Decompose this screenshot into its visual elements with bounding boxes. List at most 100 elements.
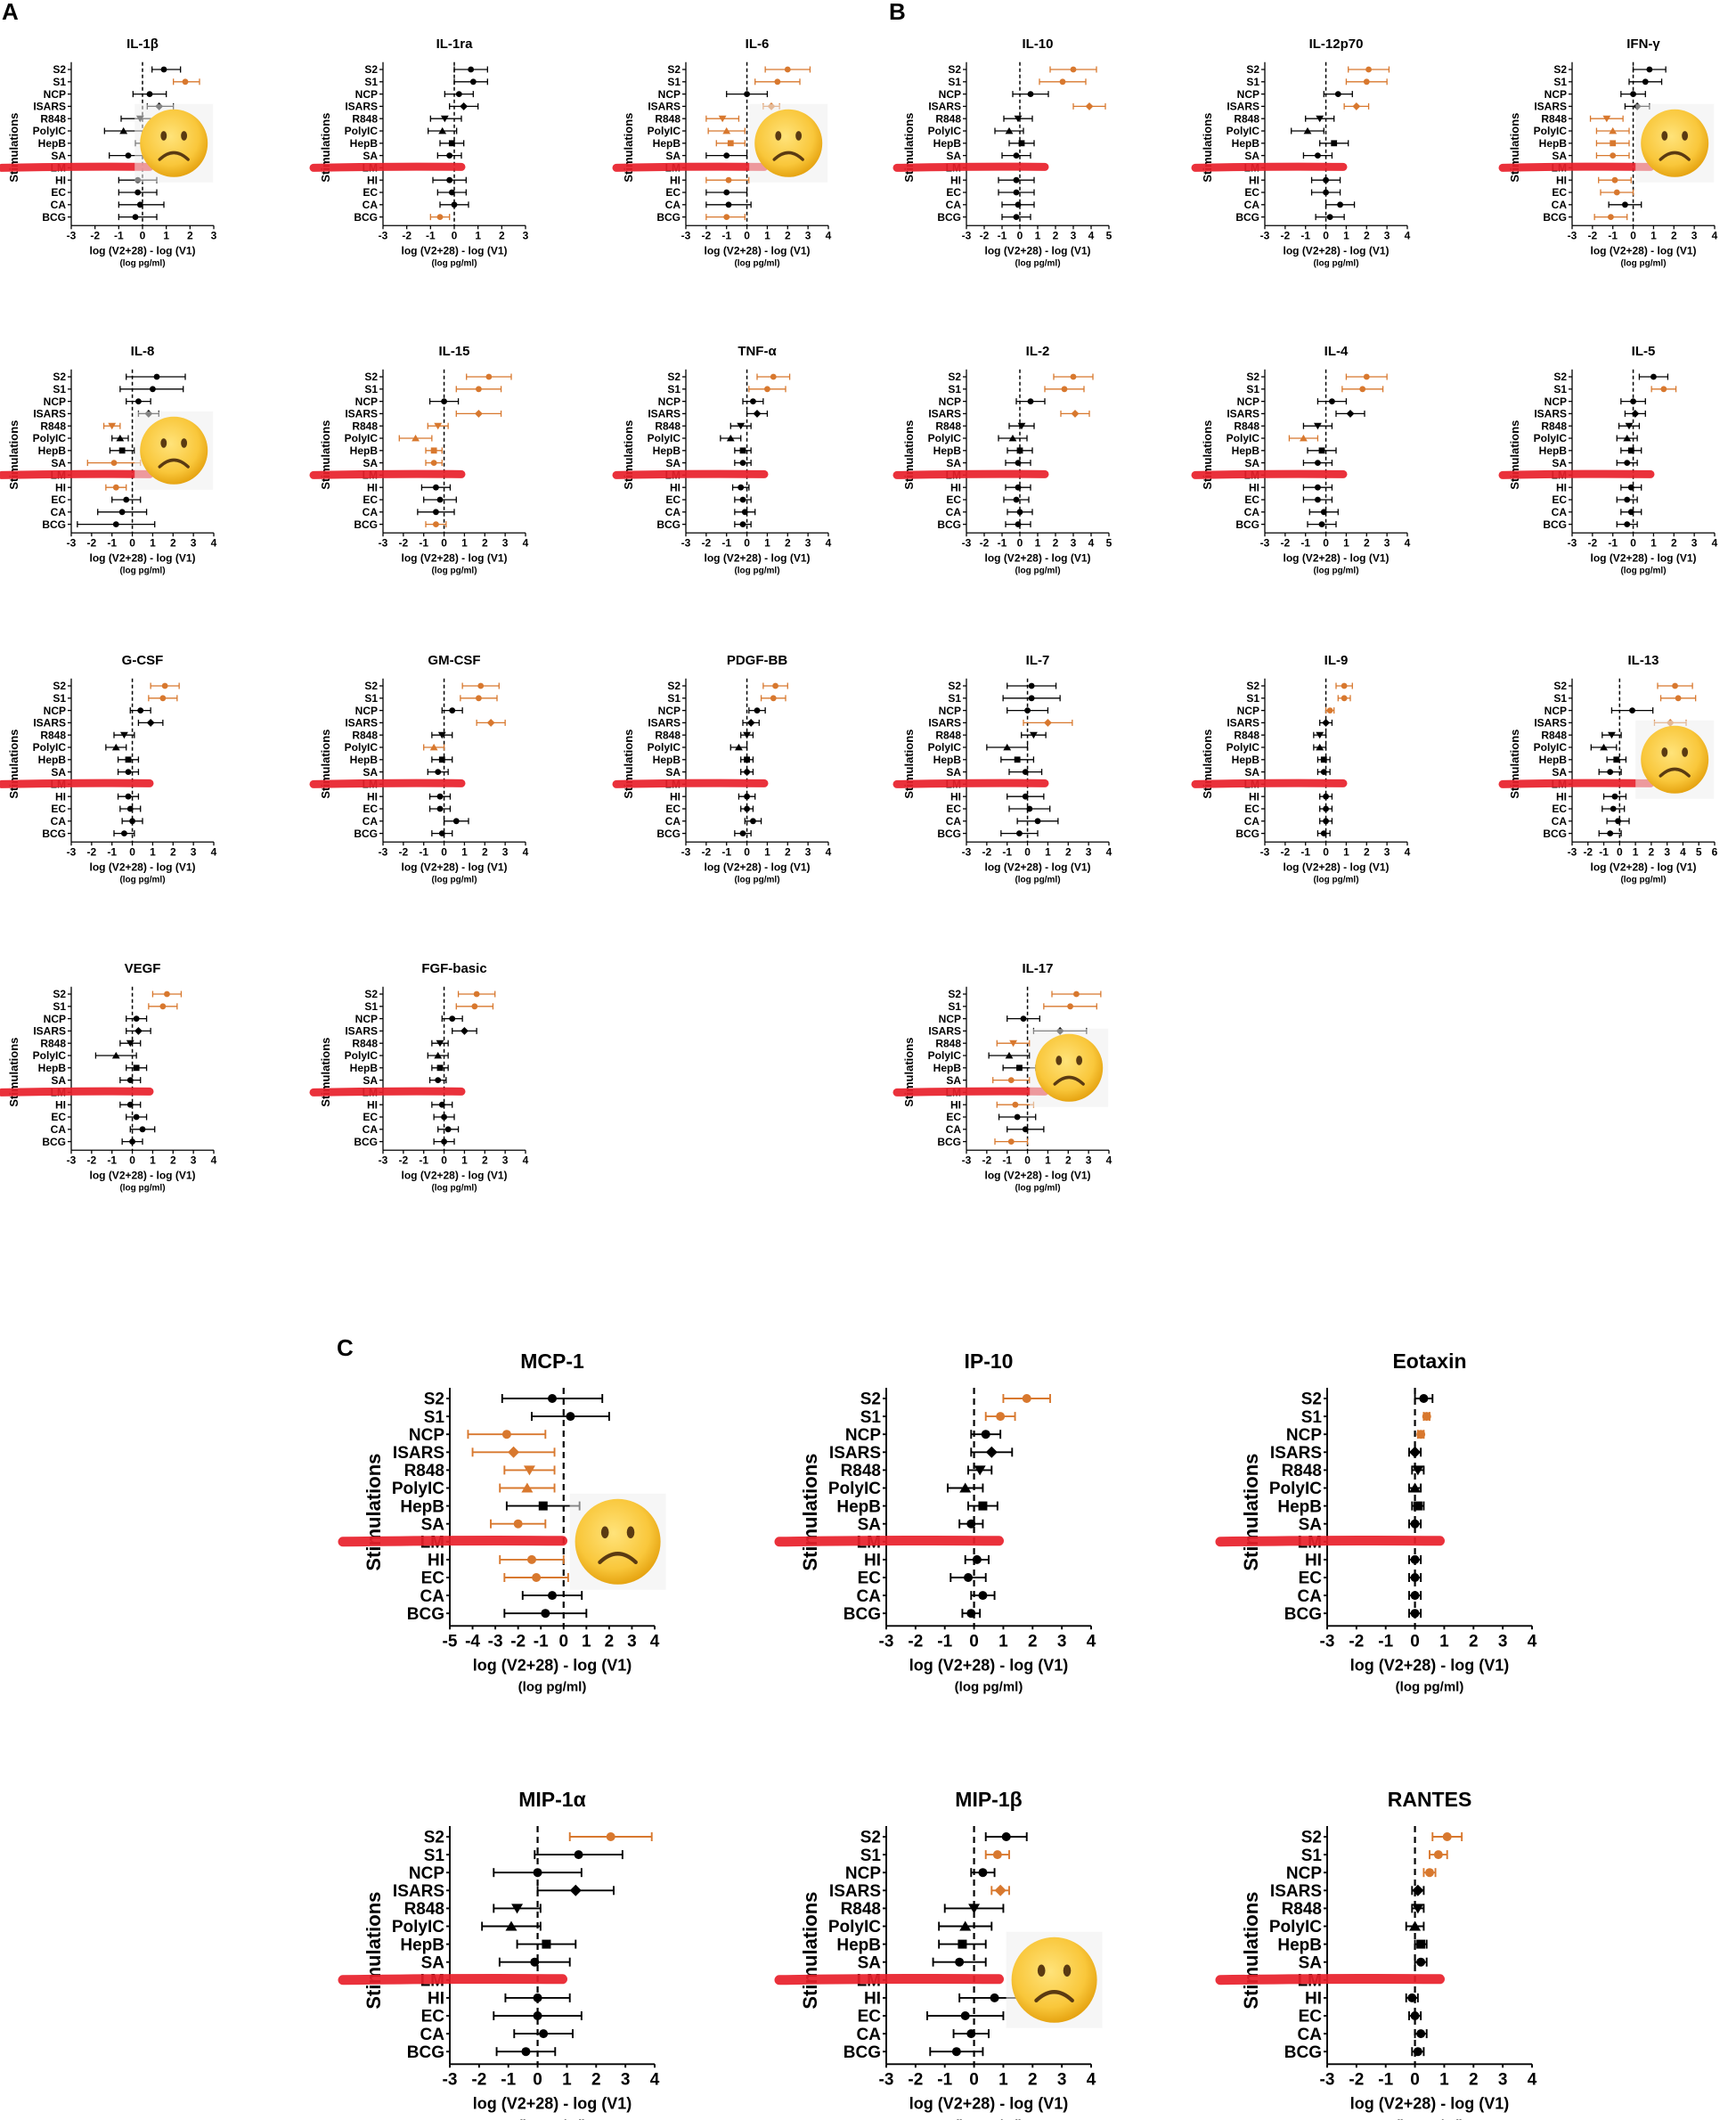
emoji-left-eye [160, 438, 167, 448]
data-point-s2 [151, 66, 182, 73]
data-point-ncp [493, 1868, 583, 1878]
panel-label-b: B [889, 0, 906, 25]
y-axis-label: Stimulations [622, 730, 635, 799]
category-label: ISARS [648, 717, 681, 730]
point-marker [505, 1920, 518, 1931]
category-label: R848 [655, 729, 681, 741]
category-label: ISARS [393, 1444, 444, 1463]
x-tick-label: -1 [426, 229, 436, 241]
category-label: HepB [400, 1497, 444, 1516]
point-marker [1022, 793, 1029, 800]
category-label: S2 [948, 371, 961, 383]
x-axis-label: log (V2+28) - log (V1) [1283, 551, 1389, 564]
point-marker [1300, 434, 1308, 442]
data-point-sa [1616, 460, 1638, 467]
data-point-sa [740, 769, 754, 776]
data-point-ca [1319, 818, 1333, 825]
point-marker [981, 1430, 990, 1439]
x-tick-label: -1 [419, 536, 428, 549]
point-marker [1316, 731, 1324, 739]
x-axis-unit: (log pg/ml) [431, 258, 477, 268]
x-tick-label: 4 [1712, 536, 1718, 549]
red-marker-strike [612, 469, 769, 479]
point-marker [1623, 434, 1632, 442]
category-label: S1 [667, 692, 681, 705]
point-marker [521, 2047, 531, 2057]
category-label: PolyIC [828, 1918, 881, 1937]
category-label: HI [950, 790, 961, 803]
chart-il-6: IL-6 Stimulations S2S1NCPISARSR848PolyICHe… [612, 37, 832, 268]
data-point-hi [998, 176, 1035, 183]
category-label: HI [367, 790, 378, 803]
category-label: EC [421, 1570, 445, 1588]
x-tick-label: 2 [605, 1632, 615, 1651]
category-label: R848 [1282, 1462, 1322, 1480]
category-label: S2 [53, 63, 66, 76]
red-marker-strike [338, 1535, 567, 1547]
category-label: ISARS [345, 1025, 378, 1038]
emoji-frown [158, 151, 190, 161]
data-point-bcg [1000, 830, 1039, 837]
data-point-bcg [1315, 214, 1345, 221]
point-marker [1615, 818, 1621, 825]
x-tick-label: -3 [1568, 536, 1577, 549]
point-marker [1316, 115, 1324, 123]
point-marker [1026, 805, 1033, 812]
point-marker [994, 1884, 1007, 1896]
data-point-ca [521, 1591, 583, 1601]
x-tick-label: 1 [1633, 845, 1639, 858]
x-tick-label: -3 [67, 845, 77, 858]
category-label: S1 [1301, 1408, 1323, 1427]
chart-eotaxin: Eotaxin Stimulations S2S1NCPISARSR848PolyI… [1215, 1349, 1537, 1694]
x-tick-label: 2 [170, 845, 176, 858]
point-marker [772, 682, 778, 689]
data-point-s1 [1039, 78, 1087, 86]
data-point-s2 [461, 682, 500, 689]
category-label: BCG [1543, 518, 1567, 531]
x-tick-label: 1 [764, 536, 770, 549]
point-marker [1085, 102, 1094, 110]
chart-il-12p70: IL-12p70 Stimulations S2S1NCPISARSR848Poly… [1191, 37, 1411, 268]
data-point-bcg [495, 2047, 557, 2057]
x-tick-label: -3 [379, 536, 388, 549]
x-tick-label: 2 [1364, 536, 1370, 549]
x-tick-label: 0 [1323, 229, 1329, 241]
data-point-ca [1016, 818, 1059, 825]
point-marker [1027, 91, 1034, 97]
data-point-bcg [429, 214, 451, 221]
x-tick-label: 4 [1712, 229, 1718, 241]
point-marker [606, 1832, 615, 1841]
point-marker [744, 793, 750, 800]
point-marker [1013, 214, 1020, 221]
red-marker-strike [1191, 779, 1348, 788]
x-tick-label: -2 [1349, 1632, 1364, 1651]
data-point-hepb [431, 1064, 449, 1072]
point-marker [1672, 682, 1678, 689]
chart-il-9: IL-9 Stimulations S2S1NCPISARSR848PolyICHe… [1191, 653, 1411, 885]
category-label: S2 [948, 680, 961, 692]
data-point-bcg [1316, 830, 1331, 837]
emoji-frown [1034, 1990, 1074, 2002]
category-label: R848 [40, 1037, 66, 1049]
category-label: PolyIC [1269, 1918, 1322, 1937]
point-marker [1610, 152, 1617, 159]
point-marker [133, 1113, 140, 1121]
x-tick-label: 0 [1410, 1632, 1420, 1651]
point-marker [1022, 1126, 1029, 1133]
category-label: NCP [658, 395, 681, 408]
x-tick-label: -3 [1568, 229, 1577, 241]
data-point-isars [536, 1884, 615, 1896]
data-point-sa [428, 1077, 447, 1084]
emoji-frown [1659, 767, 1691, 778]
data-point-sa [117, 769, 140, 776]
point-marker [739, 521, 746, 527]
category-label: EC [363, 186, 378, 199]
data-point-s2 [1414, 1394, 1434, 1403]
x-tick-label: 4 [650, 2070, 660, 2089]
category-label: BCG [656, 518, 681, 531]
category-label: R848 [1282, 1900, 1322, 1919]
x-tick-label: 1 [764, 229, 770, 241]
x-tick-label: 1 [150, 845, 156, 858]
category-label: S2 [667, 371, 681, 383]
category-label: HI [670, 790, 681, 803]
